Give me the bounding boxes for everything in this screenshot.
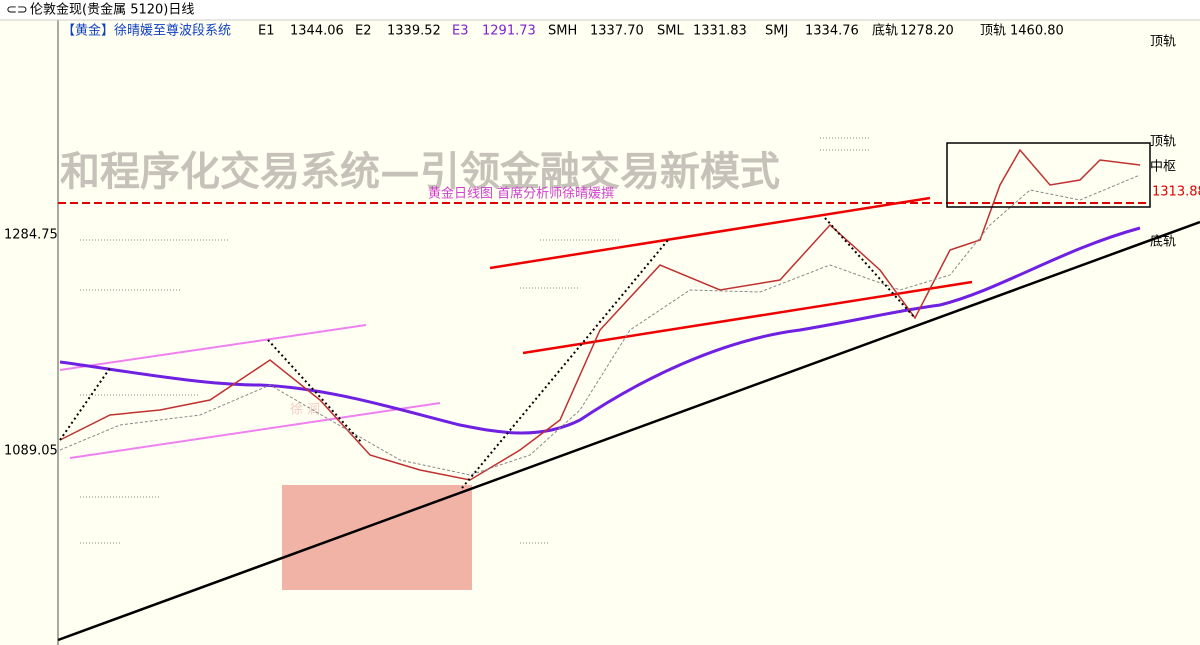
y-tick-label: 1089.05 (4, 444, 58, 459)
moving-average (59, 226, 1141, 435)
band-path (59, 174, 1141, 476)
grid-dots (80, 137, 870, 544)
system-name: 【黄金】徐晴媛至尊波段系统 (62, 23, 231, 39)
indicator-name: SMH (548, 24, 577, 39)
right-label: 1313.88 (1152, 185, 1200, 200)
pink-channel-upper (59, 324, 367, 371)
indicator-name: E2 (355, 24, 372, 39)
indicator-value: 1344.06 (290, 24, 344, 39)
pink-channel-lower (69, 402, 441, 459)
right-label: 顶轨 (1150, 35, 1176, 50)
right-label: 顶轨 (1150, 135, 1176, 150)
indicator-name: 顶轨 (980, 24, 1006, 39)
stamp (282, 485, 472, 590)
subtitle: 黄金日线图 首席分析师徐晴媛撰 (428, 186, 614, 202)
right-label: 底轨 (1150, 234, 1176, 250)
title-bar (0, 0, 1200, 20)
indicator-value: 1339.52 (387, 24, 441, 39)
indicator-value: 1331.83 (693, 24, 747, 39)
window-title: 伦敦金现(贵金属 5120)日线 (30, 2, 194, 18)
price-path (59, 148, 1141, 481)
right-label: 中枢 (1150, 160, 1176, 175)
indicator-value: 1460.80 (1010, 24, 1064, 39)
indicator-name: SML (657, 24, 684, 39)
y-tick-label: 1284.75 (4, 228, 58, 243)
indicator-name: E3 (452, 24, 469, 39)
indicator-bar: 【黄金】徐晴媛至尊波段系统 E1 1344.06 E2 1339.52 E3 1291.73… (62, 23, 1064, 39)
channel-upper (489, 196, 931, 270)
link-icon: ⊂⊃ (6, 3, 28, 18)
indicator-name: SMJ (765, 24, 788, 39)
indicator-value: 1334.76 (805, 24, 859, 39)
stamp-glyph: 徐 润 (290, 403, 320, 418)
indicator-name: E1 (258, 24, 275, 39)
indicator-name: 底轨 (872, 23, 898, 39)
support-trendline (57, 220, 1200, 642)
watermark: 和程序化交易系统—引领金融交易新模式 (60, 148, 780, 195)
wave-arrows (59, 217, 916, 489)
consolidation-box (946, 142, 1151, 208)
indicator-value: 1278.20 (900, 24, 954, 39)
indicator-value: 1291.73 (482, 24, 536, 39)
indicator-value: 1337.70 (590, 24, 644, 39)
